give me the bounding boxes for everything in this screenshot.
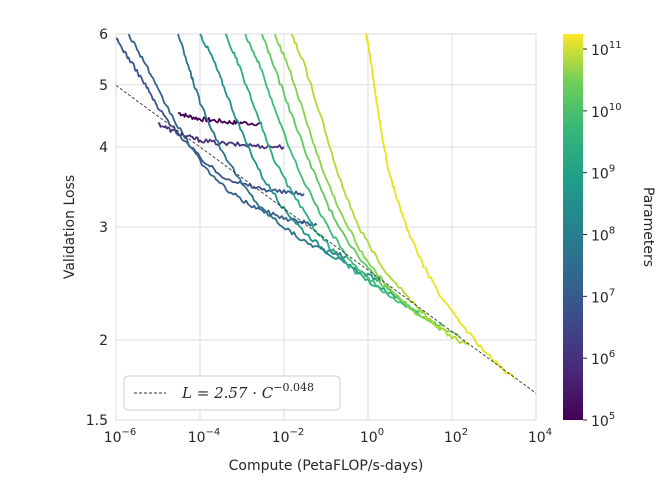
y-tick-label: 1.5 — [86, 413, 108, 429]
x-tick-label: 10−2 — [272, 427, 305, 446]
legend-fit-label: L = 2.57 · C−0.048 — [181, 381, 314, 402]
y-axis-title: Validation Loss — [62, 175, 78, 279]
y-tick-label: 6 — [99, 27, 108, 43]
colorbar-tick-label-exp: 10 — [609, 102, 622, 113]
x-tick-label-base: 10 — [444, 430, 462, 446]
colorbar-tick-label-base: 10 — [591, 105, 609, 121]
power-law-fit-line — [115, 85, 537, 394]
x-tick-label-exp: 0 — [378, 427, 384, 438]
x-tick-label-base: 10 — [272, 430, 290, 446]
x-tick-label: 104 — [528, 427, 552, 446]
colorbar-tick-label-base: 10 — [591, 229, 609, 245]
colorbar-tick-label: 107 — [591, 287, 615, 306]
x-tick-label-exp: −6 — [122, 427, 137, 438]
x-tick-label-exp: −4 — [206, 427, 221, 438]
x-tick-label-exp: 4 — [546, 427, 552, 438]
colorbar-tick-label: 106 — [591, 349, 615, 368]
y-gridlines — [116, 33, 536, 421]
x-tick-label: 102 — [444, 427, 468, 446]
y-tick-labels: 1.5 2 3 4 5 6 — [86, 27, 108, 429]
x-tick-label-exp: 2 — [462, 427, 468, 438]
colorbar-tick-label-exp: 6 — [609, 349, 615, 360]
series-line — [177, 112, 263, 127]
y-tick-label: 4 — [99, 140, 108, 156]
legend-box — [123, 375, 341, 411]
series-line — [365, 33, 515, 380]
colorbar-tick-label-base: 10 — [591, 414, 609, 430]
y-tick-label: 2 — [99, 333, 108, 349]
series-line — [244, 33, 424, 314]
colorbar-gradient — [563, 34, 583, 420]
x-tick-label-base: 10 — [188, 430, 206, 446]
x-axis-title: Compute (PetaFLOP/s-days) — [229, 458, 424, 474]
series-line — [116, 37, 305, 197]
colorbar-tick-label-exp: 11 — [609, 40, 622, 51]
colorbar-tick-label: 109 — [591, 164, 615, 183]
colorbar-tick-label: 1010 — [591, 102, 622, 121]
colorbar-tick-label-base: 10 — [591, 167, 609, 183]
y-tick-label: 5 — [99, 78, 108, 94]
y-tick-label: 3 — [99, 220, 108, 236]
colorbar-tick-label-base: 10 — [591, 43, 609, 59]
legend: L = 2.57 · C−0.048 — [123, 375, 341, 411]
series-line — [290, 33, 470, 347]
legend-fit-main: L = 2.57 · C — [181, 384, 274, 402]
colorbar-tick-label-exp: 5 — [609, 411, 615, 422]
x-tick-label-base: 10 — [360, 430, 378, 446]
series-layer — [116, 33, 515, 380]
x-tick-label: 10−4 — [188, 427, 221, 446]
x-tick-label-exp: −2 — [290, 427, 305, 438]
colorbar-tick-label: 1011 — [591, 40, 622, 59]
legend-fit-exponent: −0.048 — [273, 381, 314, 394]
x-tick-label: 100 — [360, 427, 384, 446]
colorbar-tick-label-exp: 8 — [609, 226, 615, 237]
series-line — [177, 33, 347, 259]
plot-area — [115, 33, 537, 421]
colorbar-tick-label-exp: 9 — [609, 164, 615, 175]
x-tick-label-base: 10 — [528, 430, 546, 446]
x-tick-label-base: 10 — [104, 430, 122, 446]
series-line — [157, 122, 285, 150]
colorbar-title: Parameters — [640, 187, 656, 267]
colorbar-tick-label: 108 — [591, 226, 615, 245]
colorbar-tick-label-base: 10 — [591, 352, 609, 368]
colorbar-tick-label: 105 — [591, 411, 615, 430]
x-tick-labels: 10−6 10−4 10−2 100 102 104 — [104, 427, 552, 446]
x-tick-label: 10−6 — [104, 427, 137, 446]
colorbar-tick-label-base: 10 — [591, 290, 609, 306]
colorbar-tick-label-exp: 7 — [609, 287, 615, 298]
